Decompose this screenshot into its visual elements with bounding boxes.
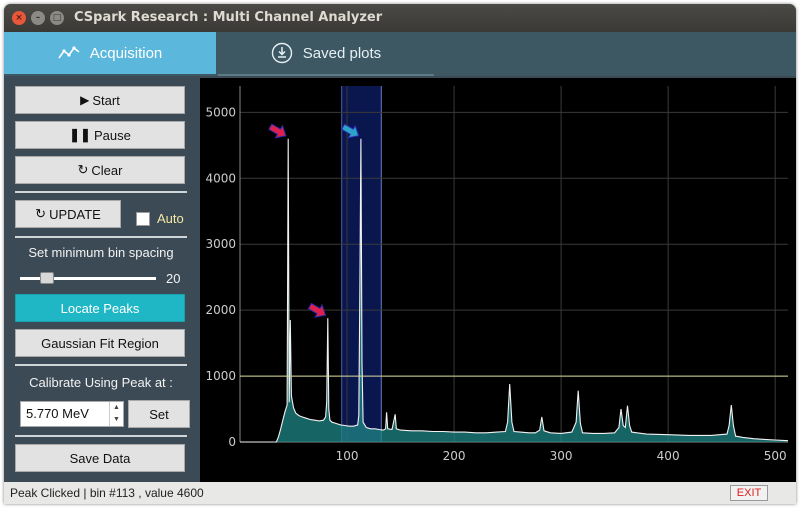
close-window-button[interactable]: × bbox=[12, 11, 26, 25]
window-title: CSpark Research : Multi Channel Analyzer bbox=[74, 10, 383, 25]
maximize-window-button[interactable]: □ bbox=[50, 11, 64, 25]
app-window: × – □ CSpark Research : Multi Channel An… bbox=[4, 4, 796, 504]
separator bbox=[15, 191, 187, 193]
spectrum-plot[interactable]: 100 200 300 400 500 0 1000 2000 3000 4000 5000 bbox=[200, 78, 796, 482]
arrow-icon bbox=[307, 302, 327, 318]
peak-marker-arrow[interactable] bbox=[306, 300, 329, 321]
x-tick-label: 400 bbox=[657, 449, 680, 463]
control-panel: ▶ Start ❚❚ Pause ↻ Clear ↻ UPDATE Auto S… bbox=[10, 80, 194, 480]
arrow-icon bbox=[340, 123, 360, 139]
pause-button[interactable]: ❚❚ Pause bbox=[15, 121, 185, 149]
tab-bar: Acquisition Saved plots bbox=[4, 32, 796, 76]
y-tick-label: 5000 bbox=[205, 105, 236, 119]
arrow-icon bbox=[268, 123, 287, 139]
separator bbox=[15, 236, 187, 238]
refresh-icon: ↻ bbox=[35, 206, 47, 221]
calibrate-label: Calibrate Using Peak at : bbox=[29, 375, 173, 390]
x-tick-label: 300 bbox=[550, 449, 573, 463]
minimize-window-button[interactable]: – bbox=[31, 11, 45, 25]
gaussian-fit-label: Gaussian Fit Region bbox=[41, 335, 159, 351]
spin-up-icon[interactable]: ▲ bbox=[113, 404, 120, 411]
peak-marker-arrow[interactable] bbox=[340, 121, 363, 142]
clear-button[interactable]: ↻ Clear bbox=[15, 156, 185, 184]
pause-icon: ❚❚ bbox=[69, 127, 91, 142]
tab-underline bbox=[218, 74, 434, 76]
calibrate-energy-input[interactable]: 5.770 MeV ▲ ▼ bbox=[20, 401, 124, 427]
y-tick-label: 4000 bbox=[205, 171, 236, 185]
bin-spacing-label: Set minimum bin spacing bbox=[28, 245, 174, 260]
start-label: Start bbox=[92, 92, 120, 108]
save-data-label: Save Data bbox=[69, 450, 131, 466]
y-tick-label: 3000 bbox=[205, 237, 236, 251]
status-bar: Peak Clicked | bin #113 , value 4600 EXI… bbox=[4, 482, 796, 504]
download-icon bbox=[271, 42, 292, 64]
x-tick-label: 200 bbox=[443, 449, 466, 463]
title-bar: × – □ CSpark Research : Multi Channel An… bbox=[4, 4, 796, 32]
spectrum-fill bbox=[240, 138, 788, 442]
separator bbox=[15, 364, 187, 366]
separator bbox=[15, 435, 187, 437]
play-icon: ▶ bbox=[80, 93, 90, 107]
calibrate-energy-value: 5.770 MeV bbox=[26, 406, 89, 421]
x-tick-label: 100 bbox=[336, 449, 359, 463]
bin-spacing-value: 20 bbox=[166, 271, 181, 286]
set-label: Set bbox=[149, 406, 169, 422]
clear-label: Clear bbox=[91, 162, 123, 178]
gaussian-fit-button[interactable]: Gaussian Fit Region bbox=[15, 329, 185, 357]
status-message: Peak Clicked | bin #113 , value 4600 bbox=[10, 486, 204, 500]
auto-checkbox-box[interactable] bbox=[136, 211, 150, 226]
exit-button[interactable]: EXIT bbox=[730, 485, 768, 501]
tab-saved-plots-label: Saved plots bbox=[302, 44, 382, 62]
y-tick-label: 1000 bbox=[205, 369, 236, 383]
spin-arrows[interactable]: ▲ ▼ bbox=[109, 402, 123, 426]
locate-peaks-label: Locate Peaks bbox=[60, 300, 140, 316]
auto-checkbox[interactable]: Auto bbox=[136, 211, 184, 226]
auto-label: Auto bbox=[157, 211, 184, 226]
bin-spacing-slider-track[interactable] bbox=[20, 277, 156, 280]
locate-peaks-button[interactable]: Locate Peaks bbox=[15, 294, 185, 322]
spin-down-icon[interactable]: ▼ bbox=[113, 416, 120, 423]
start-button[interactable]: ▶ Start bbox=[15, 86, 185, 114]
bin-spacing-slider-handle[interactable] bbox=[40, 272, 55, 284]
tab-acquisition-label: Acquisition bbox=[89, 44, 163, 62]
tab-acquisition[interactable]: Acquisition bbox=[4, 32, 216, 74]
update-button[interactable]: ↻ UPDATE bbox=[15, 200, 121, 228]
pause-label: Pause bbox=[93, 127, 131, 143]
x-tick-label: 500 bbox=[764, 449, 787, 463]
update-label: UPDATE bbox=[49, 206, 101, 222]
tab-saved-plots[interactable]: Saved plots bbox=[218, 32, 434, 74]
set-calibration-button[interactable]: Set bbox=[128, 400, 190, 428]
refresh-icon: ↻ bbox=[77, 162, 89, 177]
y-tick-label: 0 bbox=[228, 435, 236, 449]
line-chart-icon bbox=[58, 46, 80, 59]
peak-marker-arrow[interactable] bbox=[267, 121, 290, 142]
y-tick-label: 2000 bbox=[205, 303, 236, 317]
save-data-button[interactable]: Save Data bbox=[15, 444, 185, 472]
spectrum-line bbox=[240, 138, 789, 443]
